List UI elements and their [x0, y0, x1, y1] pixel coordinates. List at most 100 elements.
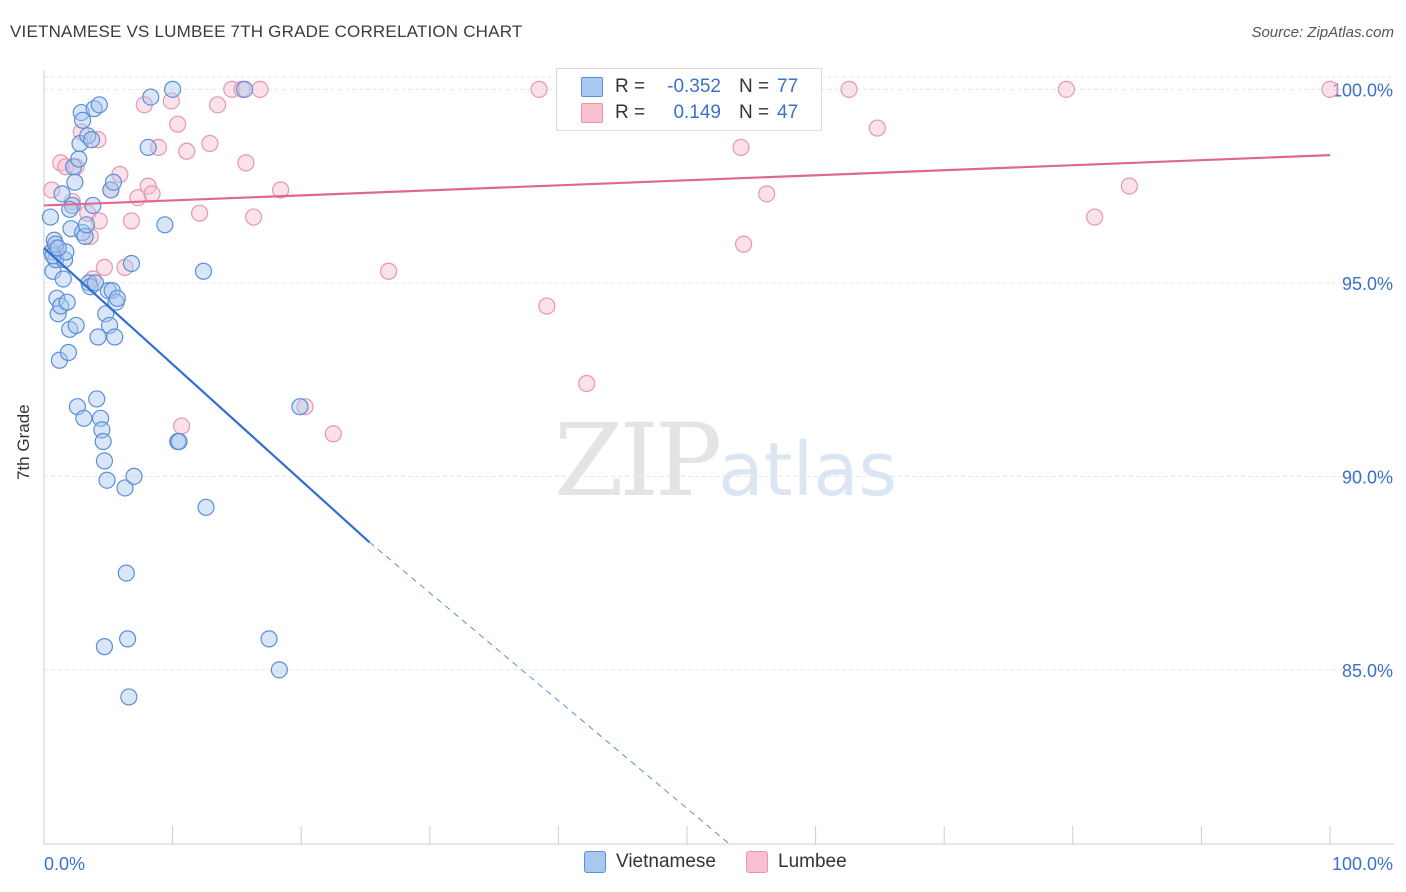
chart-title: VIETNAMESE VS LUMBEE 7TH GRADE CORRELATI…: [10, 22, 523, 41]
vietnamese-point: [66, 173, 84, 191]
y-axis-label: 7th Grade: [14, 404, 33, 480]
vietnamese-point: [88, 390, 106, 408]
lumbee-point: [95, 258, 114, 276]
lumbee-point: [89, 131, 107, 149]
lumbee-point: [245, 208, 263, 226]
lumbee-point: [178, 142, 196, 160]
lumbee-point: [169, 115, 187, 133]
y-tick-label: 95.0%: [1342, 274, 1393, 294]
legend-label: Vietnamese: [616, 851, 716, 872]
lumbee-point: [237, 154, 255, 172]
legend-item-vietnamese: Vietnamese: [584, 851, 716, 873]
vietnamese-point: [82, 131, 101, 149]
vietnamese-point: [49, 239, 67, 257]
stats-legend: R = -0.352 N = 77 R = 0.149 N = 47: [556, 68, 822, 131]
vietnamese-point: [67, 316, 85, 335]
axes: [43, 70, 1394, 845]
vietnamese-swatch: [581, 77, 603, 97]
trend-lines: [43, 154, 1331, 845]
vietnamese-point: [86, 274, 105, 292]
lumbee-point: [296, 398, 314, 416]
lumbee-swatch: [581, 103, 603, 123]
lumbee-point: [90, 212, 108, 230]
lumbee-point: [840, 80, 858, 98]
source-label: Source: ZipAtlas.com: [1251, 24, 1394, 41]
vietnamese-point: [270, 661, 288, 679]
vietnamese-point: [53, 185, 71, 203]
lumbee-point: [868, 119, 886, 137]
vietnamese-point: [70, 150, 88, 168]
vietnamese-point: [89, 328, 107, 346]
vietnamese-point: [94, 432, 112, 451]
vietnamese-point: [122, 254, 141, 273]
lumbee-point: [43, 181, 61, 199]
lumbee-point: [734, 235, 753, 253]
vietnamese-point: [41, 208, 60, 226]
vietnamese-trend-line: [43, 247, 371, 543]
vietnamese-point: [164, 80, 182, 98]
vietnamese-point: [291, 398, 309, 416]
vietnamese-point: [90, 96, 108, 114]
vietnamese-point: [236, 80, 254, 98]
x-tick-label: 0.0%: [44, 854, 85, 874]
legend-row-lumbee: R = 0.149 N = 47: [581, 101, 798, 125]
tick-labels: 85.0% 90.0% 95.0% 100.0% 0.0% 100.0%: [44, 80, 1393, 874]
legend-row-vietnamese: R = -0.352 N = 77: [581, 75, 798, 99]
r-label: R =: [615, 102, 646, 123]
vietnamese-point: [54, 270, 72, 288]
legend-label: Lumbee: [778, 851, 847, 872]
vietnamese-point: [84, 196, 102, 215]
lumbee-point: [380, 262, 398, 280]
watermark-atlas: atlas: [718, 427, 898, 513]
n-value: 47: [777, 102, 799, 123]
vietnamese-point: [117, 564, 135, 582]
lumbee-point: [251, 80, 269, 98]
lumbee-point: [173, 417, 191, 435]
y-tick-label: 85.0%: [1342, 661, 1393, 681]
vietnamese-point: [125, 467, 143, 485]
y-tick-label: 100.0%: [1332, 80, 1393, 100]
lumbee-point: [191, 204, 209, 222]
vietnamese-point: [142, 88, 160, 106]
lumbee-point: [272, 181, 290, 199]
lumbee-point: [1120, 177, 1138, 195]
watermark: ZIPatlas: [554, 402, 897, 519]
vietnamese-point: [170, 432, 188, 451]
n-label: N =: [739, 102, 770, 123]
vietnamese-point: [73, 111, 92, 129]
vietnamese-point: [95, 452, 114, 470]
vietnamese-point: [98, 471, 116, 489]
vietnamese-point: [77, 216, 96, 234]
lumbee-point: [538, 297, 556, 315]
vietnamese-point: [95, 638, 114, 656]
series-legend: Vietnamese Lumbee: [584, 851, 877, 873]
lumbee-point: [578, 374, 596, 393]
lumbee-point: [1057, 80, 1075, 98]
vietnamese-point: [260, 630, 278, 648]
vietnamese-point: [59, 343, 78, 362]
lumbee-points: [43, 80, 1339, 443]
vietnamese-point: [116, 479, 134, 497]
vietnamese-point: [120, 688, 138, 706]
lumbee-point: [324, 425, 342, 443]
vietnamese-point: [139, 138, 157, 156]
x-tick-label: 100.0%: [1332, 854, 1393, 874]
vietnamese-swatch: [584, 851, 606, 873]
vietnamese-point: [104, 173, 123, 191]
vietnamese-trend-extension: [369, 541, 730, 845]
r-value: -0.352: [667, 76, 721, 97]
vietnamese-point: [197, 498, 215, 516]
lumbee-trend-line: [43, 154, 1331, 207]
lumbee-point: [122, 212, 141, 230]
lumbee-swatch: [746, 851, 768, 873]
vietnamese-point: [156, 216, 174, 234]
vietnamese-point: [58, 293, 76, 311]
vietnamese-point: [194, 262, 213, 280]
lumbee-point: [139, 177, 157, 195]
y-tick-label: 90.0%: [1342, 467, 1393, 487]
lumbee-point: [201, 134, 219, 153]
lumbee-point: [732, 138, 750, 156]
r-label: R =: [615, 76, 646, 97]
legend-item-lumbee: Lumbee: [746, 851, 847, 873]
